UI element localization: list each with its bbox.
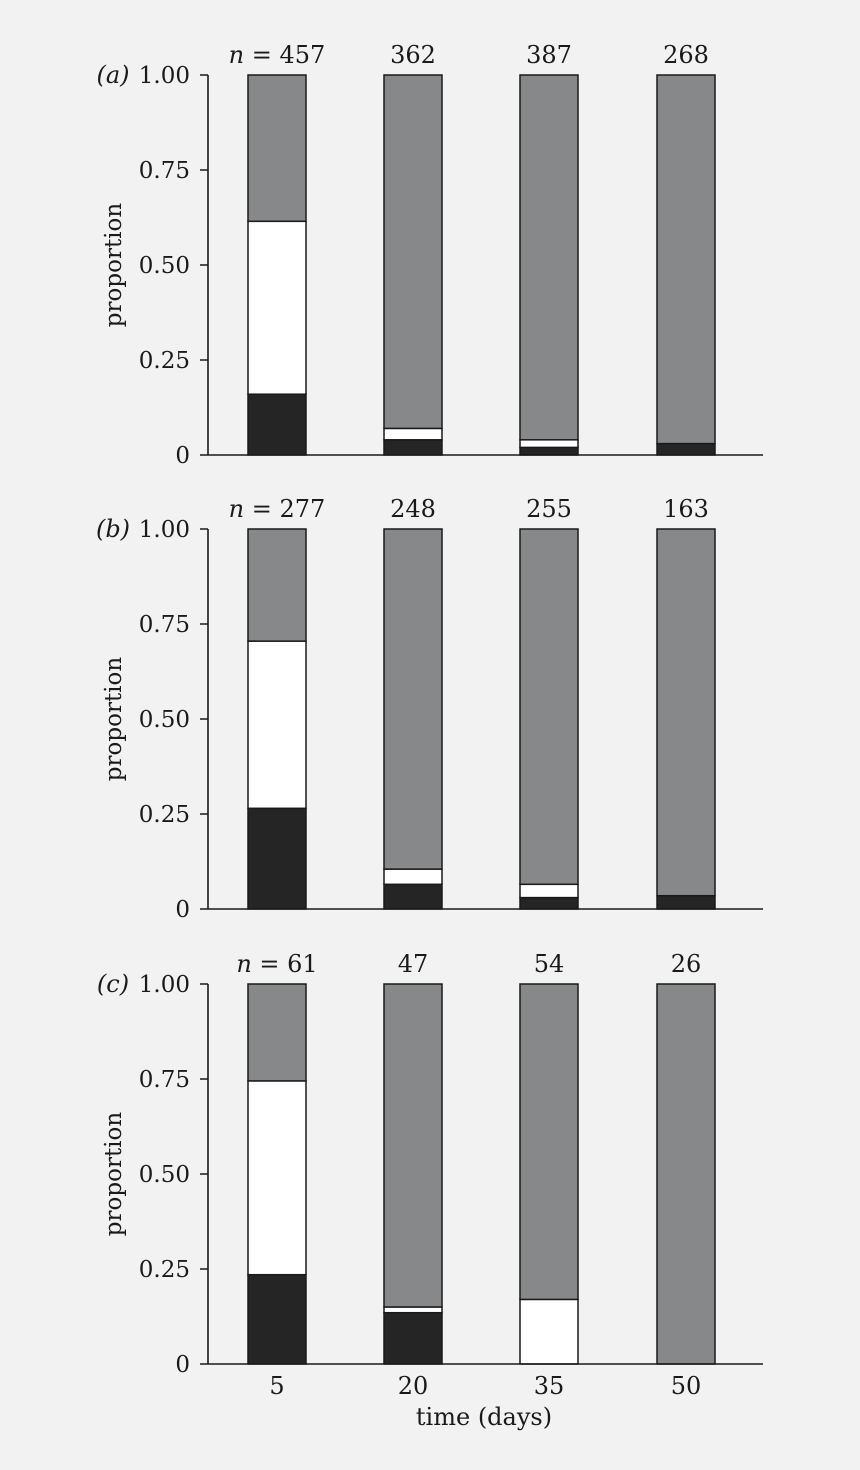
panel-label: (a) bbox=[96, 61, 129, 89]
y-tick-label: 1.00 bbox=[139, 63, 190, 89]
bar-segment bbox=[383, 983, 443, 1308]
sample-size-label: 26 bbox=[671, 950, 702, 978]
sample-size-label: 163 bbox=[663, 495, 709, 523]
y-axis-label: proportion bbox=[101, 203, 127, 328]
bar-segment bbox=[247, 1080, 307, 1276]
sample-size-label: 54 bbox=[534, 950, 565, 978]
sample-size-label: n = 277 bbox=[229, 495, 326, 523]
x-axis-label: time (days) bbox=[416, 1403, 552, 1431]
sample-size-label: 248 bbox=[390, 495, 436, 523]
bar-segment bbox=[519, 528, 579, 886]
x-tick-label: 5 bbox=[269, 1372, 284, 1400]
bar-segment bbox=[519, 896, 579, 910]
bar-segment bbox=[247, 220, 307, 395]
sample-size-value: 277 bbox=[280, 495, 326, 523]
x-tick-label: 35 bbox=[534, 1372, 565, 1400]
bar-segment bbox=[519, 439, 579, 449]
panel-label: (b) bbox=[96, 515, 130, 543]
sample-size-label: 47 bbox=[398, 950, 429, 978]
bar-segment bbox=[519, 883, 579, 899]
bar-segment bbox=[383, 868, 443, 886]
bar-segment bbox=[247, 807, 307, 910]
y-tick-label: 0 bbox=[175, 1352, 190, 1378]
y-tick-label: 0.25 bbox=[139, 1257, 190, 1283]
y-tick-label: 0.75 bbox=[139, 1067, 190, 1093]
bar-segment bbox=[383, 528, 443, 870]
bar-segment bbox=[383, 427, 443, 441]
bar-segment bbox=[519, 446, 579, 456]
bar-segment bbox=[519, 74, 579, 441]
y-tick-label: 0.75 bbox=[139, 612, 190, 638]
y-tick-label: 0 bbox=[175, 443, 190, 469]
bar-segment bbox=[247, 983, 307, 1082]
y-tick-label: 0.25 bbox=[139, 802, 190, 828]
sample-size-prefix: n = bbox=[229, 495, 280, 523]
y-tick-label: 0.25 bbox=[139, 348, 190, 374]
y-tick-label: 1.00 bbox=[139, 517, 190, 543]
bar-segment bbox=[519, 1298, 579, 1365]
bar-segment bbox=[383, 439, 443, 456]
sample-size-value: 457 bbox=[280, 41, 326, 69]
bar-segment bbox=[383, 883, 443, 910]
sample-size-prefix: n = bbox=[229, 41, 280, 69]
sample-size-label: 387 bbox=[526, 41, 572, 69]
bar-segment bbox=[383, 1306, 443, 1314]
bar-segment bbox=[247, 74, 307, 223]
sample-size-prefix: n = bbox=[236, 950, 287, 978]
bar-segment bbox=[656, 74, 716, 445]
bar-segment bbox=[656, 528, 716, 897]
sample-size-value: 61 bbox=[287, 950, 318, 978]
y-tick-label: 0 bbox=[175, 897, 190, 923]
bar-segment bbox=[247, 640, 307, 810]
sample-size-label: n = 457 bbox=[229, 41, 326, 69]
x-tick-label: 50 bbox=[671, 1372, 702, 1400]
y-axis-label: proportion bbox=[101, 657, 127, 782]
bar-segment bbox=[247, 1273, 307, 1365]
y-axis-label: proportion bbox=[101, 1112, 127, 1237]
y-tick-label: 0.50 bbox=[139, 1162, 190, 1188]
y-tick-label: 0.75 bbox=[139, 158, 190, 184]
bar-segment bbox=[656, 983, 716, 1365]
y-tick-label: 0.50 bbox=[139, 707, 190, 733]
sample-size-label: 255 bbox=[526, 495, 572, 523]
y-tick-label: 0.50 bbox=[139, 253, 190, 279]
y-tick-label: 1.00 bbox=[139, 972, 190, 998]
bar-segment bbox=[656, 442, 716, 456]
panel-label: (c) bbox=[97, 970, 129, 998]
bar-segment bbox=[383, 1311, 443, 1365]
sample-size-label: 362 bbox=[390, 41, 436, 69]
bar-segment bbox=[519, 983, 579, 1301]
bar-segment bbox=[656, 894, 716, 910]
sample-size-label: n = 61 bbox=[236, 950, 317, 978]
x-tick-label: 20 bbox=[398, 1372, 429, 1400]
bar-segment bbox=[247, 393, 307, 456]
bar-segment bbox=[383, 74, 443, 430]
sample-size-label: 268 bbox=[663, 41, 709, 69]
bar-segment bbox=[247, 528, 307, 642]
